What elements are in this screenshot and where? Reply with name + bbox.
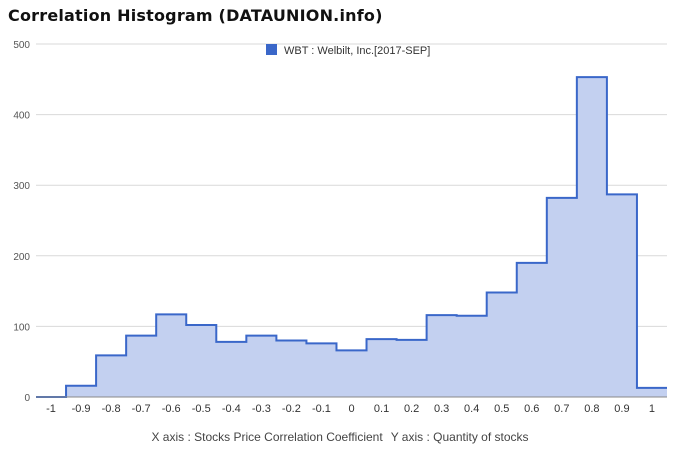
x-tick-label: -0.7: [132, 403, 151, 415]
histogram-bin: [96, 355, 126, 397]
histogram-bin: [487, 293, 517, 397]
histogram-bin: [126, 336, 156, 397]
histogram-bin: [607, 194, 637, 397]
histogram-bin: [577, 77, 607, 397]
x-tick-label: 0.5: [494, 403, 509, 415]
histogram-bin: [216, 342, 246, 397]
y-tick-label: 400: [13, 111, 30, 122]
histogram-bin: [66, 386, 96, 397]
x-tick-label: 0.7: [554, 403, 569, 415]
y-tick-label: 0: [24, 393, 30, 404]
x-axis-caption: X axis : Stocks Price Correlation Coeffi…: [151, 430, 383, 444]
legend-swatch: [266, 44, 277, 55]
x-tick-label: -0.1: [312, 403, 331, 415]
y-tick-label: 300: [13, 181, 30, 192]
x-tick-label: 0.2: [404, 403, 419, 415]
histogram-bin: [457, 316, 487, 397]
x-tick-label: -0.9: [72, 403, 91, 415]
x-tick-label: 0.3: [434, 403, 449, 415]
histogram-chart: 0 100 200 300 400 500 -1 -0.9 -0.8 -0.7 -0.6 -0.5 -0…: [13, 40, 667, 415]
y-tick-label: 100: [13, 322, 30, 333]
x-tick-label: -0.5: [192, 403, 211, 415]
y-tick-label: 200: [13, 252, 30, 263]
x-tick-label: -0.2: [282, 403, 301, 415]
axes: 0 100 200 300 400 500 -1 -0.9 -0.8 -0.7 -0.6 -0.5 -0…: [13, 40, 667, 415]
histogram-bin: [517, 263, 547, 397]
y-tick-label: 500: [13, 40, 30, 51]
x-tick-label: 1: [649, 403, 655, 415]
legend-label: WBT : Welbilt, Inc.[2017-SEP]: [284, 45, 430, 57]
x-tick-label: 0.6: [524, 403, 539, 415]
x-tick-label: -0.8: [102, 403, 121, 415]
series-area-fill: [36, 77, 667, 397]
x-tick-label: 0.4: [464, 403, 479, 415]
x-tick-label: 0.8: [584, 403, 599, 415]
x-tick-label: 0: [348, 403, 354, 415]
histogram-bin: [427, 315, 457, 397]
histogram-bin: [637, 388, 667, 397]
histogram-bin: [186, 325, 216, 397]
legend: WBT : Welbilt, Inc.[2017-SEP]: [266, 44, 430, 57]
x-tick-label: 0.9: [614, 403, 629, 415]
histogram-bin: [306, 343, 336, 397]
chart-title: Correlation Histogram (DATAUNION.info): [8, 6, 383, 25]
plot-area: [36, 76, 667, 398]
histogram-bin: [336, 350, 366, 397]
axis-caption: X axis : Stocks Price Correlation Coeffi…: [0, 430, 680, 444]
x-tick-label: -0.4: [222, 403, 241, 415]
x-tick-label: -0.6: [162, 403, 181, 415]
histogram-bin: [246, 336, 276, 397]
histogram-bin: [367, 339, 397, 397]
series-line: [36, 76, 667, 398]
histogram-bin: [276, 341, 306, 397]
x-tick-label: -0.3: [252, 403, 271, 415]
histogram-bin: [156, 314, 186, 397]
y-axis-caption: Y axis : Quantity of stocks: [390, 430, 529, 444]
histogram-bin: [547, 198, 577, 397]
x-tick-label: -1: [46, 403, 56, 415]
histogram-bin: [397, 340, 427, 397]
x-tick-label: 0.1: [374, 403, 389, 415]
